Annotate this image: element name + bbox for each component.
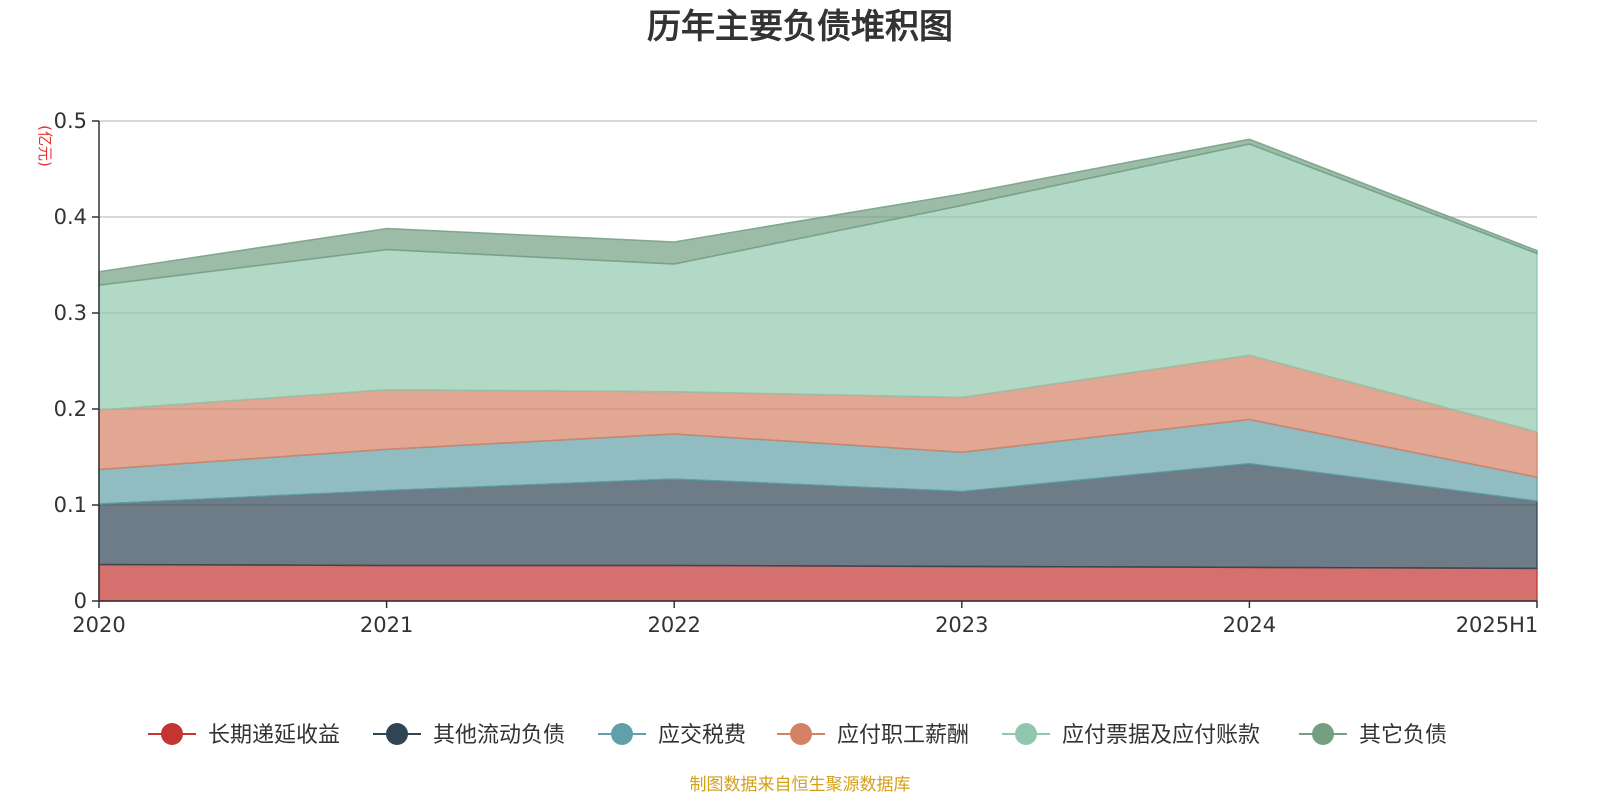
y-tick-label: 0.2: [54, 397, 87, 421]
x-tick-labels: 2020 2021 2022 2023 2024 2025H1: [72, 613, 1538, 637]
legend-marker: [611, 723, 633, 745]
legend-label: 应付票据及应付账款: [1062, 723, 1260, 748]
legend-marker: [386, 723, 408, 745]
area-长期递延收益: [98, 563, 1538, 602]
legend-item[interactable]: 其它负债: [1299, 723, 1447, 748]
legend-item[interactable]: 应交税费: [598, 723, 746, 748]
legend-item[interactable]: 应付职工薪酬: [777, 723, 969, 748]
legend-marker: [1312, 723, 1334, 745]
x-tick-label: 2021: [360, 613, 413, 637]
axes: [92, 120, 1538, 608]
legend-marker: [1015, 723, 1037, 745]
x-tick-label: 2020: [72, 613, 125, 637]
source-note: 制图数据来自恒生聚源数据库: [690, 775, 911, 795]
legend-item[interactable]: 其他流动负债: [373, 723, 565, 748]
legend-label: 其他流动负债: [433, 723, 565, 748]
legend[interactable]: 长期递延收益 其他流动负债 应交税费 应付职工薪酬 应付票据及应付账款 其它负债: [148, 723, 1447, 748]
y-tick-labels: 0 0.1 0.2 0.3 0.4 0.5: [54, 109, 87, 613]
x-tick-label: 2024: [1223, 613, 1276, 637]
y-tick-label: 0.1: [54, 493, 87, 517]
legend-item[interactable]: 应付票据及应付账款: [1002, 723, 1260, 748]
x-tick-label: 2025H1: [1456, 613, 1539, 637]
legend-label: 其它负债: [1359, 723, 1447, 748]
area-其它负债: [98, 138, 1538, 287]
y-tick-label: 0: [74, 589, 87, 613]
y-tick-label: 0.4: [54, 205, 87, 229]
legend-label: 长期递延收益: [208, 723, 340, 748]
legend-marker: [161, 723, 183, 745]
legend-label: 应交税费: [658, 723, 746, 748]
legend-marker: [790, 723, 812, 745]
y-tick-label: 0.3: [54, 301, 87, 325]
y-tick-label: 0.5: [54, 109, 87, 133]
chart-title: 历年主要负债堆积图: [647, 7, 953, 47]
x-tick-label: 2023: [935, 613, 988, 637]
legend-label: 应付职工薪酬: [837, 723, 969, 748]
x-tick-label: 2022: [647, 613, 700, 637]
legend-item[interactable]: 长期递延收益: [148, 723, 340, 748]
y-axis-unit: (亿元): [36, 125, 54, 167]
area-series: [98, 138, 1538, 602]
